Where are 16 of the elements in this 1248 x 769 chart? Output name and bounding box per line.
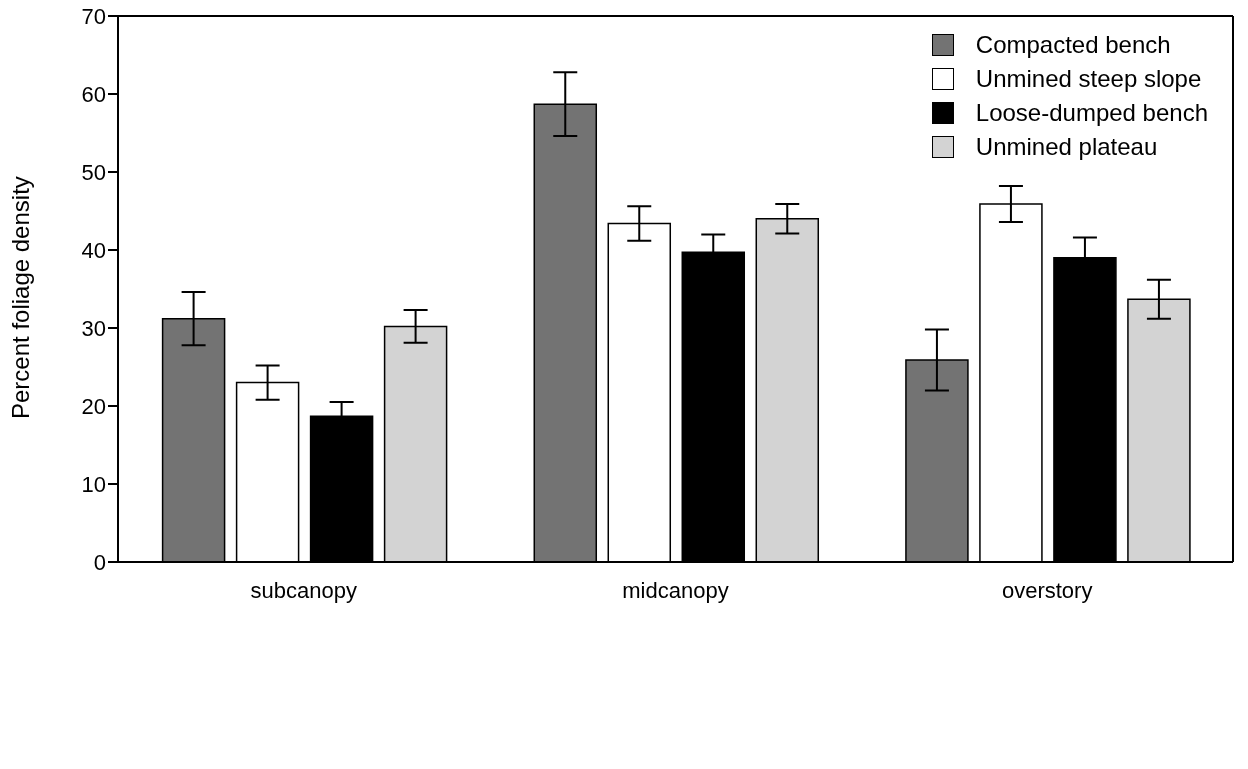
legend-label: Compacted bench bbox=[975, 30, 1171, 60]
y-tick-label: 70 bbox=[81, 3, 106, 29]
y-axis-title: Percent foliage density bbox=[6, 176, 34, 419]
x-tick-label: subcanopy bbox=[250, 577, 358, 603]
y-tick-label: 10 bbox=[81, 471, 106, 497]
x-tick-label: overstory bbox=[1001, 577, 1093, 603]
y-tick-label: 30 bbox=[81, 315, 106, 341]
y-tick-label: 0 bbox=[93, 549, 106, 575]
y-tick-label: 50 bbox=[81, 159, 106, 185]
legend-label: Unmined steep slope bbox=[975, 64, 1202, 94]
y-tick-label: 40 bbox=[81, 237, 106, 263]
legend-label: Loose-dumped bench bbox=[975, 98, 1208, 128]
y-tick-label: 20 bbox=[81, 393, 106, 419]
x-tick-label: midcanopy bbox=[622, 577, 729, 603]
legend-label: Unmined plateau bbox=[975, 132, 1158, 162]
y-tick-label: 60 bbox=[81, 81, 106, 107]
